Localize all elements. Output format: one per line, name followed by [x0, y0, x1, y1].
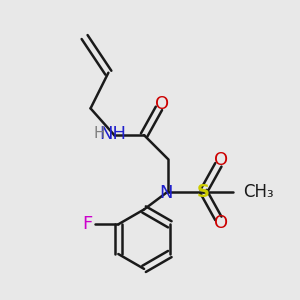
Text: O: O	[214, 152, 228, 169]
Text: O: O	[155, 95, 169, 113]
Text: N: N	[160, 184, 173, 202]
Text: CH₃: CH₃	[244, 183, 274, 201]
Text: S: S	[197, 183, 210, 201]
Text: O: O	[214, 214, 228, 232]
Text: H: H	[94, 126, 105, 141]
Text: F: F	[82, 215, 92, 233]
Text: NH: NH	[99, 125, 126, 143]
